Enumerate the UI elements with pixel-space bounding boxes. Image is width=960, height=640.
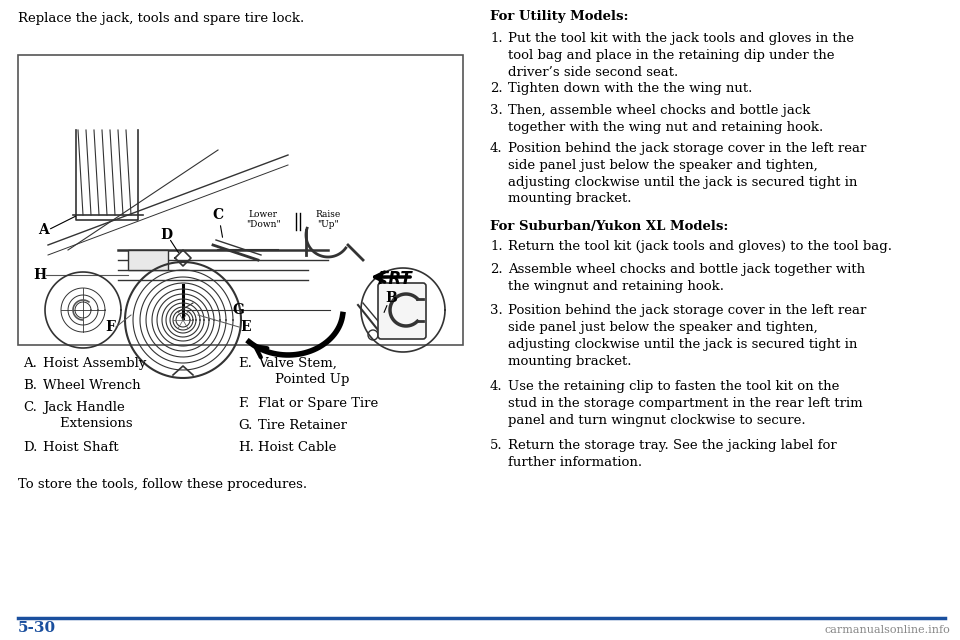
Text: H.: H. (238, 440, 253, 454)
Text: Replace the jack, tools and spare tire lock.: Replace the jack, tools and spare tire l… (18, 12, 304, 25)
Text: D: D (160, 228, 172, 242)
Text: F: F (105, 320, 115, 334)
Text: Valve Stem,
    Pointed Up: Valve Stem, Pointed Up (258, 357, 349, 386)
FancyBboxPatch shape (378, 283, 426, 339)
Text: Return the tool kit (jack tools and gloves) to the tool bag.: Return the tool kit (jack tools and glov… (508, 240, 892, 253)
Text: 3.: 3. (490, 305, 503, 317)
Text: 5-30: 5-30 (18, 621, 56, 635)
Text: D.: D. (23, 440, 37, 454)
Text: 5.: 5. (490, 439, 503, 452)
Text: F.: F. (238, 397, 250, 410)
FancyBboxPatch shape (18, 55, 463, 345)
Text: 4.: 4. (490, 380, 503, 394)
Text: Position behind the jack storage cover in the left rear
side panel just below th: Position behind the jack storage cover i… (508, 142, 866, 205)
Text: C.: C. (23, 401, 36, 414)
Text: Hoist Cable: Hoist Cable (258, 440, 336, 454)
Text: Lower
"Down": Lower "Down" (246, 210, 280, 229)
Text: B: B (385, 291, 396, 305)
Text: E.: E. (238, 357, 252, 370)
Text: 4.: 4. (490, 142, 503, 155)
Text: E: E (241, 320, 252, 334)
Text: Raise
"Up": Raise "Up" (316, 210, 341, 229)
Text: G: G (232, 303, 244, 317)
Text: Then, assemble wheel chocks and bottle jack
together with the wing nut and retai: Then, assemble wheel chocks and bottle j… (508, 104, 824, 134)
Text: 2.: 2. (490, 82, 503, 95)
Text: FRT: FRT (378, 270, 413, 288)
Text: A: A (37, 223, 48, 237)
Text: To store the tools, follow these procedures.: To store the tools, follow these procedu… (18, 478, 307, 491)
Text: 1.: 1. (490, 240, 503, 253)
Text: Put the tool kit with the jack tools and gloves in the
tool bag and place in the: Put the tool kit with the jack tools and… (508, 32, 854, 79)
Text: Jack Handle
    Extensions: Jack Handle Extensions (43, 401, 132, 430)
Text: Use the retaining clip to fasten the tool kit on the
stud in the storage compart: Use the retaining clip to fasten the too… (508, 380, 863, 427)
Text: Hoist Shaft: Hoist Shaft (43, 440, 119, 454)
Text: Assemble wheel chocks and bottle jack together with
the wingnut and retaining ho: Assemble wheel chocks and bottle jack to… (508, 264, 865, 293)
Text: Position behind the jack storage cover in the left rear
side panel just below th: Position behind the jack storage cover i… (508, 305, 866, 368)
Text: G.: G. (238, 419, 252, 431)
Text: 1.: 1. (490, 32, 503, 45)
Text: Return the storage tray. See the jacking label for
further information.: Return the storage tray. See the jacking… (508, 439, 837, 468)
Text: Hoist Assembly: Hoist Assembly (43, 357, 146, 370)
Text: H: H (34, 268, 47, 282)
Text: B.: B. (23, 379, 37, 392)
Text: Flat or Spare Tire: Flat or Spare Tire (258, 397, 378, 410)
Text: A.: A. (23, 357, 36, 370)
Text: Wheel Wrench: Wheel Wrench (43, 379, 140, 392)
Text: For Suburban/Yukon XL Models:: For Suburban/Yukon XL Models: (490, 220, 729, 233)
Text: C: C (212, 208, 224, 222)
Text: 3.: 3. (490, 104, 503, 117)
Text: For Utility Models:: For Utility Models: (490, 10, 629, 23)
Text: 2.: 2. (490, 264, 503, 276)
FancyBboxPatch shape (128, 250, 168, 270)
Text: Tire Retainer: Tire Retainer (258, 419, 347, 431)
Text: carmanualsonline.info: carmanualsonline.info (825, 625, 950, 635)
Text: Tighten down with the the wing nut.: Tighten down with the the wing nut. (508, 82, 753, 95)
